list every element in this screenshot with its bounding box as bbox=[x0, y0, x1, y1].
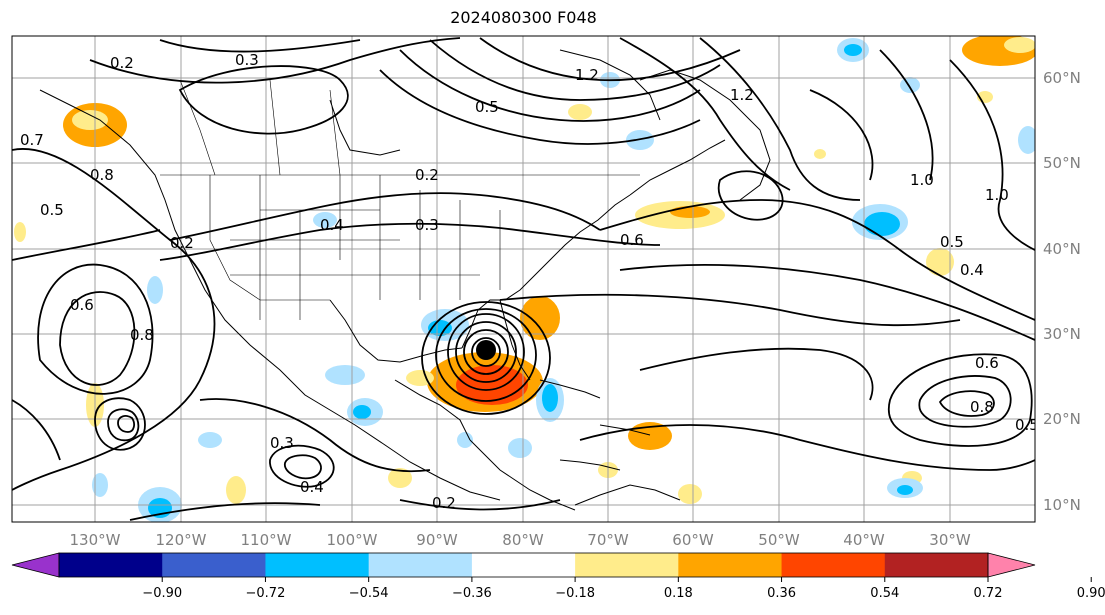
map-title: 2024080300 F048 bbox=[450, 8, 597, 27]
lon-label: 60°W bbox=[672, 531, 714, 549]
colorbar-tick-label: 0.90 bbox=[1077, 586, 1105, 601]
contour-label: 0.4 bbox=[320, 216, 344, 234]
contour-label: 0.6 bbox=[620, 231, 644, 249]
contour-label-group: 0.2 0.3 0.3 0.4 0.4 0.4 0.5 0.5 0.5 0.6 … bbox=[20, 51, 1039, 512]
contour-label: 0.6 bbox=[70, 296, 94, 314]
colorbar-tick-label: 0.36 bbox=[767, 586, 796, 601]
lon-label: 130°W bbox=[70, 531, 121, 549]
colorbar-tick-label: 0.18 bbox=[664, 586, 693, 601]
contour-label: 0.8 bbox=[130, 326, 154, 344]
colorbar-segment bbox=[781, 553, 886, 577]
lon-label: 90°W bbox=[416, 531, 458, 549]
lat-label: 50°N bbox=[1043, 154, 1081, 172]
contour-label: 0.3 bbox=[235, 51, 259, 69]
contour-label: 0.2 bbox=[432, 494, 456, 512]
colorbar-segments bbox=[59, 553, 989, 577]
lon-label: 80°W bbox=[502, 531, 544, 549]
contour-label: 0.2 bbox=[415, 166, 439, 184]
contour-label: 0.7 bbox=[20, 131, 44, 149]
storm-center-marker bbox=[476, 340, 496, 360]
colorbar-ticks: −0.90 −0.72 −0.54 −0.36 −0.18 0.18 0.36 0.54 0.7… bbox=[142, 577, 1105, 601]
lon-label: 110°W bbox=[241, 531, 292, 549]
lon-label: 50°W bbox=[758, 531, 800, 549]
colorbar-segment bbox=[265, 553, 370, 577]
colorbar-segment bbox=[162, 553, 266, 577]
colorbar-tick-label: −0.18 bbox=[555, 586, 595, 601]
state-borders bbox=[160, 79, 640, 320]
colorbar-segment bbox=[368, 553, 473, 577]
colorbar-tick-label: −0.36 bbox=[452, 586, 492, 601]
lat-label: 40°N bbox=[1043, 240, 1081, 258]
colorbar-tick-label: −0.72 bbox=[246, 586, 286, 601]
lon-label: 120°W bbox=[156, 531, 207, 549]
contour-label: 0.5 bbox=[1015, 416, 1039, 434]
contour-label: 0.8 bbox=[90, 166, 114, 184]
lon-label: 100°W bbox=[327, 531, 378, 549]
colorbar-segment bbox=[678, 553, 783, 577]
colorbar-extend-max bbox=[987, 552, 1036, 578]
plot-frame bbox=[11, 35, 1036, 523]
colorbar-tick-label: −0.90 bbox=[142, 586, 182, 601]
colorbar-extend-min bbox=[11, 552, 60, 578]
contour-label: 0.3 bbox=[270, 434, 294, 452]
lat-label: 20°N bbox=[1043, 410, 1081, 428]
contour-label: 0.5 bbox=[475, 98, 499, 116]
colorbar-tick-label: 0.72 bbox=[974, 586, 1003, 601]
lat-axis-labels: 60°N 50°N 40°N 30°N 20°N 10°N bbox=[1043, 69, 1081, 514]
contour-label: 0.5 bbox=[40, 201, 64, 219]
lon-label: 30°W bbox=[929, 531, 971, 549]
contour-label: 1.2 bbox=[730, 86, 754, 104]
lat-label: 10°N bbox=[1043, 496, 1081, 514]
contour-label: 0.2 bbox=[170, 234, 194, 252]
colorbar-segment bbox=[575, 553, 679, 577]
colorbar-segment bbox=[884, 553, 989, 577]
contour-label: 0.6 bbox=[975, 354, 999, 372]
contour-label: 0.2 bbox=[110, 54, 134, 72]
colorbar: −0.90 −0.72 −0.54 −0.36 −0.18 0.18 0.36 0.54 0.7… bbox=[11, 552, 1105, 601]
lon-label: 40°W bbox=[843, 531, 885, 549]
colorbar-segment bbox=[59, 553, 163, 577]
lat-label: 60°N bbox=[1043, 69, 1081, 87]
contour-label: 1.0 bbox=[985, 186, 1009, 204]
storm-contours bbox=[421, 301, 551, 415]
lon-label: 70°W bbox=[587, 531, 629, 549]
colorbar-tick-label: 0.54 bbox=[870, 586, 899, 601]
contour-label: 1.2 bbox=[575, 66, 599, 84]
lat-label: 30°N bbox=[1043, 325, 1081, 343]
colorbar-tick-label: −0.54 bbox=[349, 586, 389, 601]
contour-label: 0.8 bbox=[970, 398, 994, 416]
contour-label: 0.4 bbox=[300, 478, 324, 496]
contour-label: 0.4 bbox=[960, 261, 984, 279]
contour-label: 0.3 bbox=[415, 216, 439, 234]
contour-label: 1.0 bbox=[910, 171, 934, 189]
contour-label: 0.5 bbox=[940, 233, 964, 251]
colorbar-frame bbox=[58, 552, 989, 578]
lon-axis-labels: 130°W 120°W 110°W 100°W 90°W 80°W 70°W 6… bbox=[70, 531, 971, 549]
colorbar-segment bbox=[471, 553, 576, 577]
contours bbox=[12, 37, 1035, 521]
graticule bbox=[12, 36, 1035, 522]
